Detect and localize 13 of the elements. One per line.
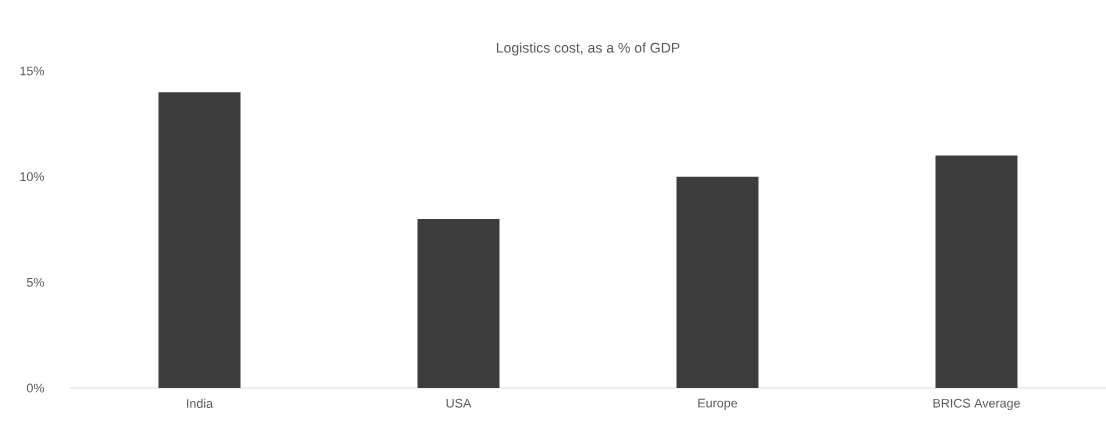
x-tick-label: India [187,398,214,408]
bar [158,92,241,388]
x-tick-label: BRICS Average [933,398,1020,411]
bar [935,155,1018,388]
x-tick-label: Europe [698,398,738,410]
y-tick-label: 15% [20,66,45,76]
bar [417,218,500,388]
y-tick-label: 5% [26,277,45,287]
y-tick-label: 10% [20,172,45,182]
chart-title: Logistics cost, as a % of GDP [496,42,680,56]
bar [676,176,759,388]
y-tick-label: 0% [26,383,45,393]
x-tick-label: USA [446,398,472,408]
